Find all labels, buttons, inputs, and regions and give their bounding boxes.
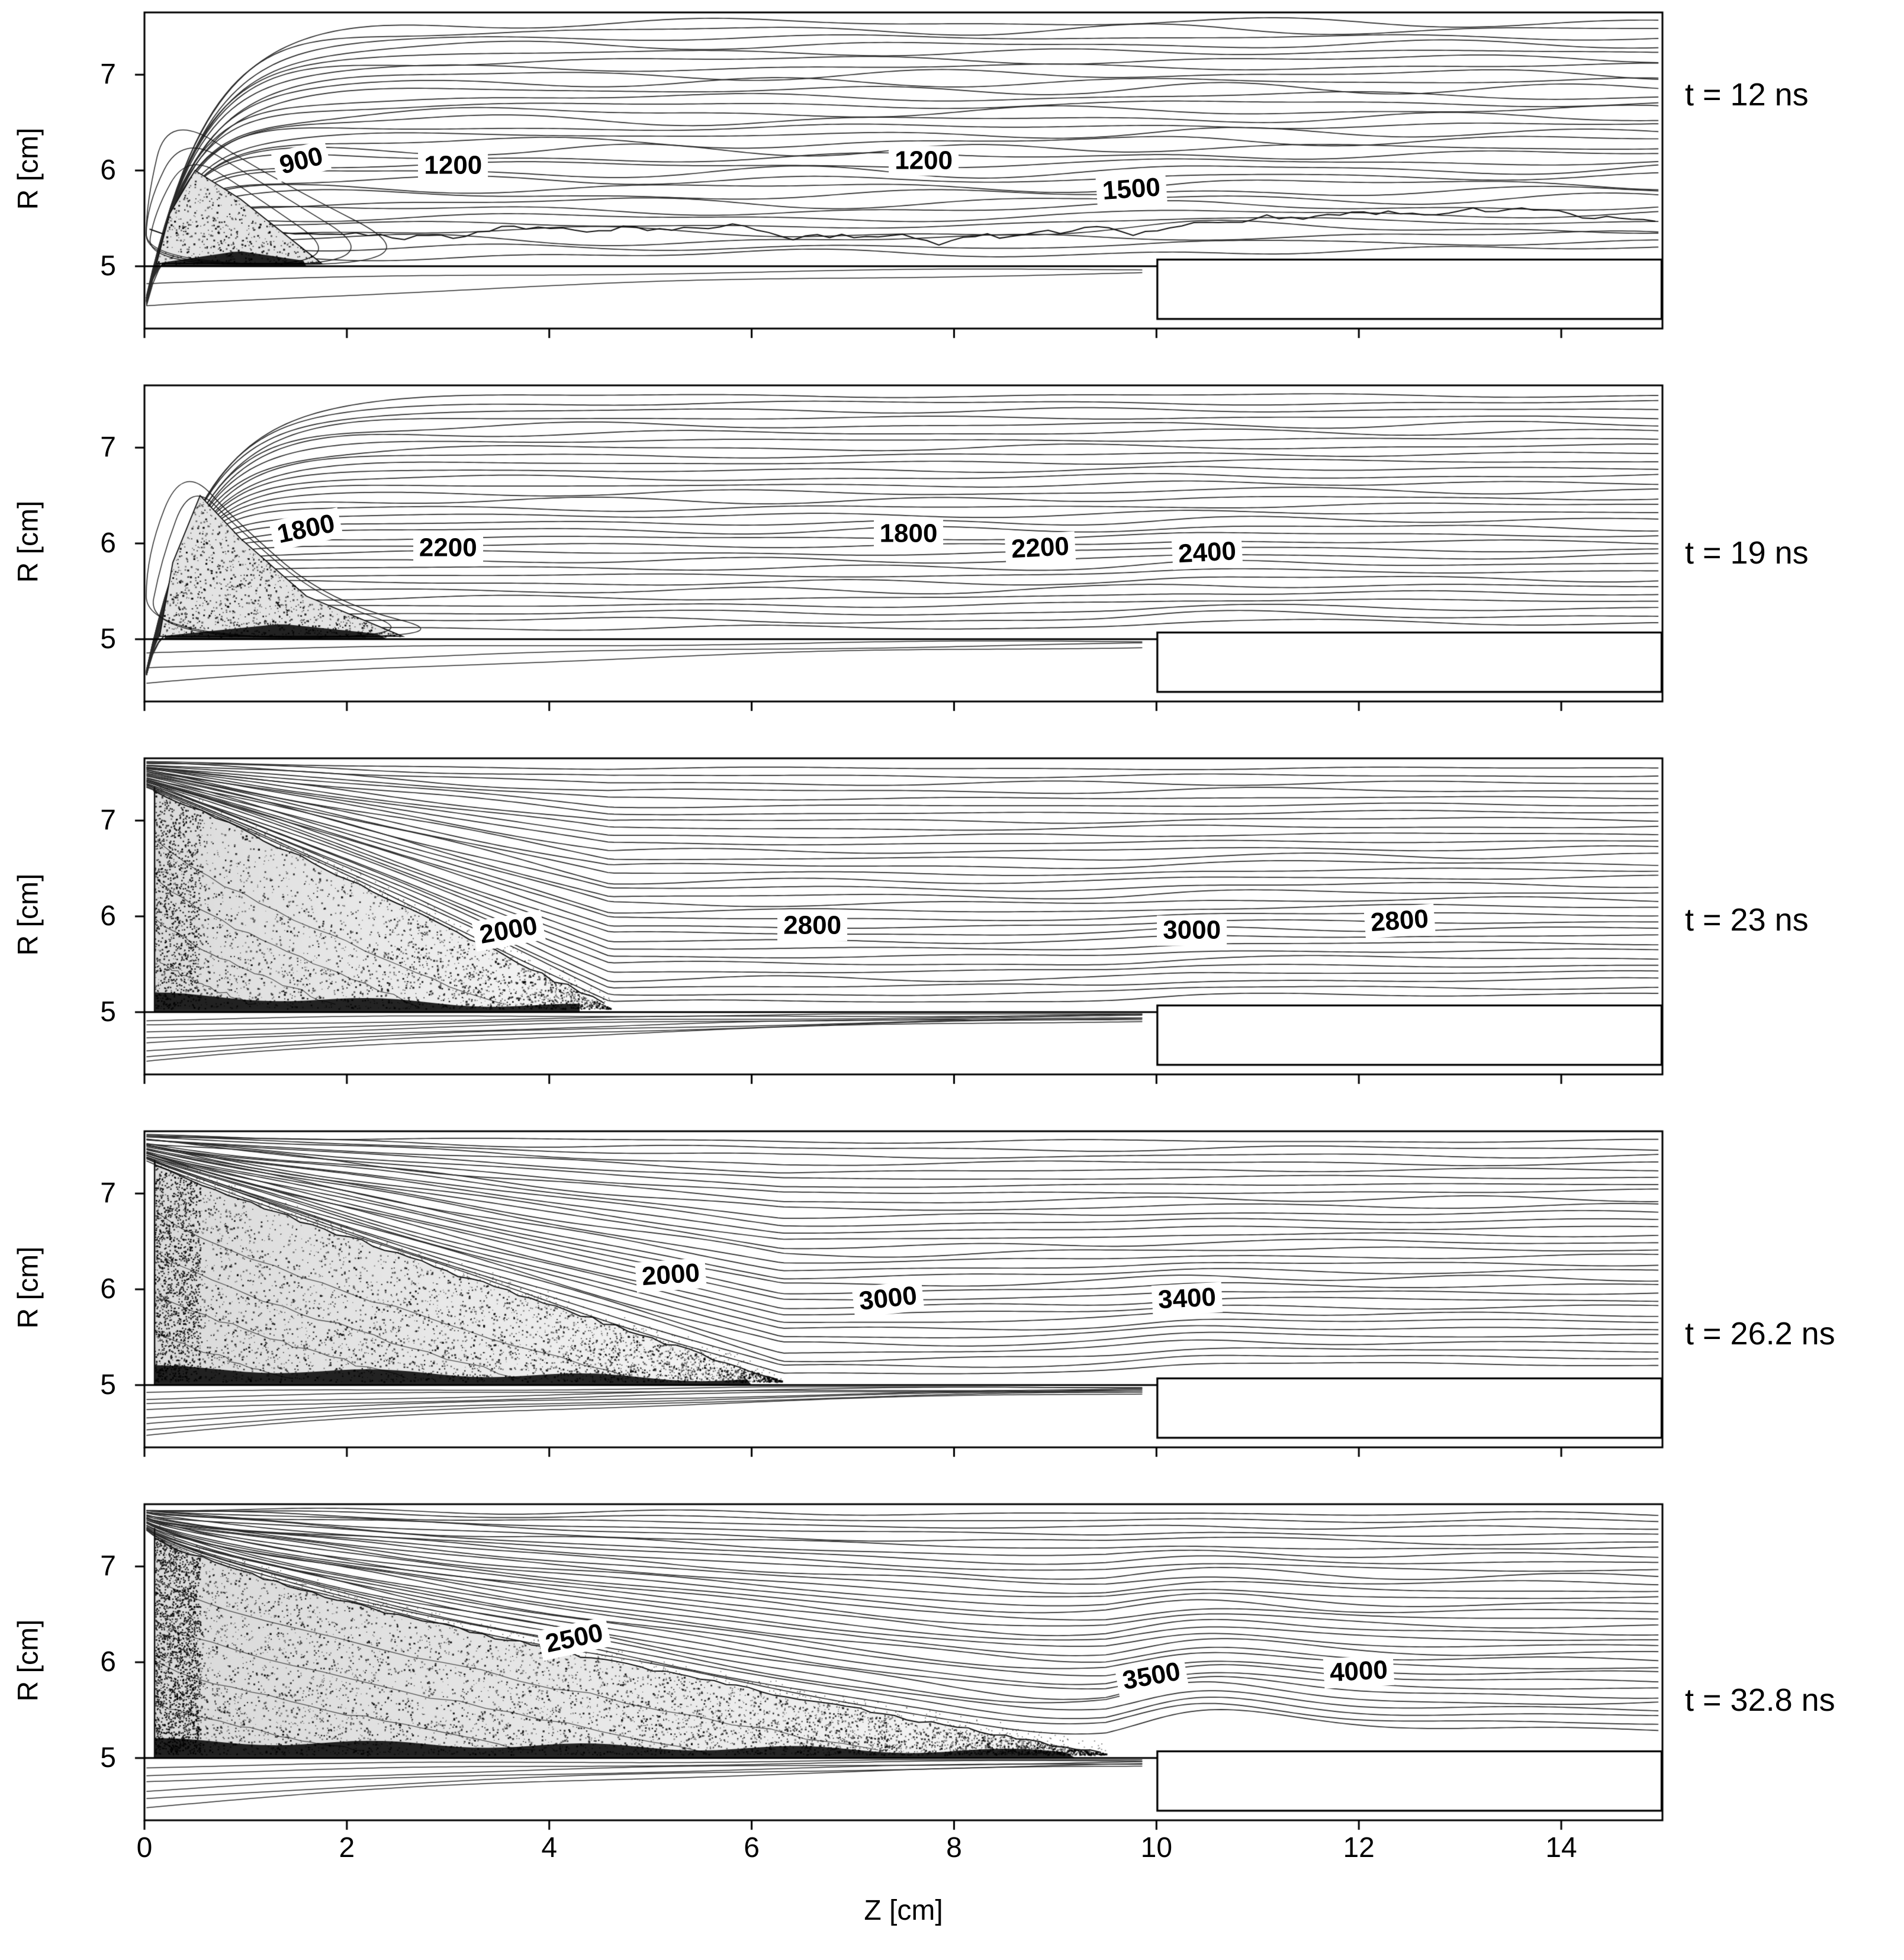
time-label: t = 26.2 ns (1685, 1316, 1835, 1352)
y-tick-label: 7 (100, 432, 116, 464)
contour-label: 2800 (777, 910, 848, 941)
x-tick-label: 14 (1545, 1832, 1577, 1864)
contour-label: 3000 (1157, 915, 1227, 946)
contour-label: 4000 (1323, 1655, 1395, 1689)
y-tick-label: 6 (100, 527, 116, 559)
x-tick-label: 2 (339, 1832, 355, 1864)
y-tick-label: 6 (100, 1646, 116, 1678)
contour-label: 1200 (889, 146, 959, 176)
x-tick-label: 0 (136, 1832, 153, 1864)
contour-label: 2200 (1004, 531, 1076, 565)
y-axis-label: R [cm] (12, 1246, 44, 1329)
contour-label: 2800 (1363, 903, 1436, 939)
time-label: t = 32.8 ns (1685, 1682, 1835, 1718)
y-tick-label: 5 (100, 623, 116, 655)
y-axis-label: R [cm] (12, 873, 44, 956)
contour-label: 2000 (635, 1257, 707, 1293)
x-tick-label: 4 (541, 1832, 558, 1864)
contour-plot-panel-1 (128, 9, 1670, 344)
contour-label: 2200 (413, 533, 483, 564)
contour-label: 2400 (1171, 536, 1243, 570)
x-axis-label: Z [cm] (864, 1895, 943, 1926)
x-tick-label: 12 (1343, 1832, 1375, 1864)
contour-label: 3400 (1151, 1282, 1223, 1316)
y-axis-label: R [cm] (12, 127, 44, 210)
y-axis-label: R [cm] (12, 1619, 44, 1702)
y-tick-label: 7 (100, 804, 116, 836)
time-label: t = 12 ns (1685, 77, 1809, 113)
contour-label: 1800 (873, 519, 944, 549)
y-tick-label: 5 (100, 996, 116, 1028)
contour-plot-panel-2 (128, 382, 1670, 717)
contour-label: 1200 (418, 150, 488, 181)
y-tick-label: 6 (100, 900, 116, 932)
y-tick-label: 6 (100, 155, 116, 186)
y-tick-label: 7 (100, 1550, 116, 1582)
y-tick-label: 5 (100, 1742, 116, 1774)
contour-plot-panel-5 (128, 1501, 1670, 1836)
y-tick-label: 6 (100, 1273, 116, 1305)
y-tick-label: 5 (100, 1369, 116, 1401)
x-tick-label: 8 (946, 1832, 962, 1864)
x-tick-label: 6 (744, 1832, 760, 1864)
y-tick-label: 7 (100, 59, 116, 91)
x-tick-label: 10 (1140, 1832, 1173, 1864)
time-label: t = 23 ns (1685, 902, 1809, 938)
contour-plot-panel-3 (128, 755, 1670, 1090)
time-label: t = 19 ns (1685, 535, 1809, 571)
y-tick-label: 5 (100, 250, 116, 282)
contour-label: 1500 (1095, 172, 1168, 207)
y-axis-label: R [cm] (12, 500, 44, 583)
y-tick-label: 7 (100, 1177, 116, 1209)
